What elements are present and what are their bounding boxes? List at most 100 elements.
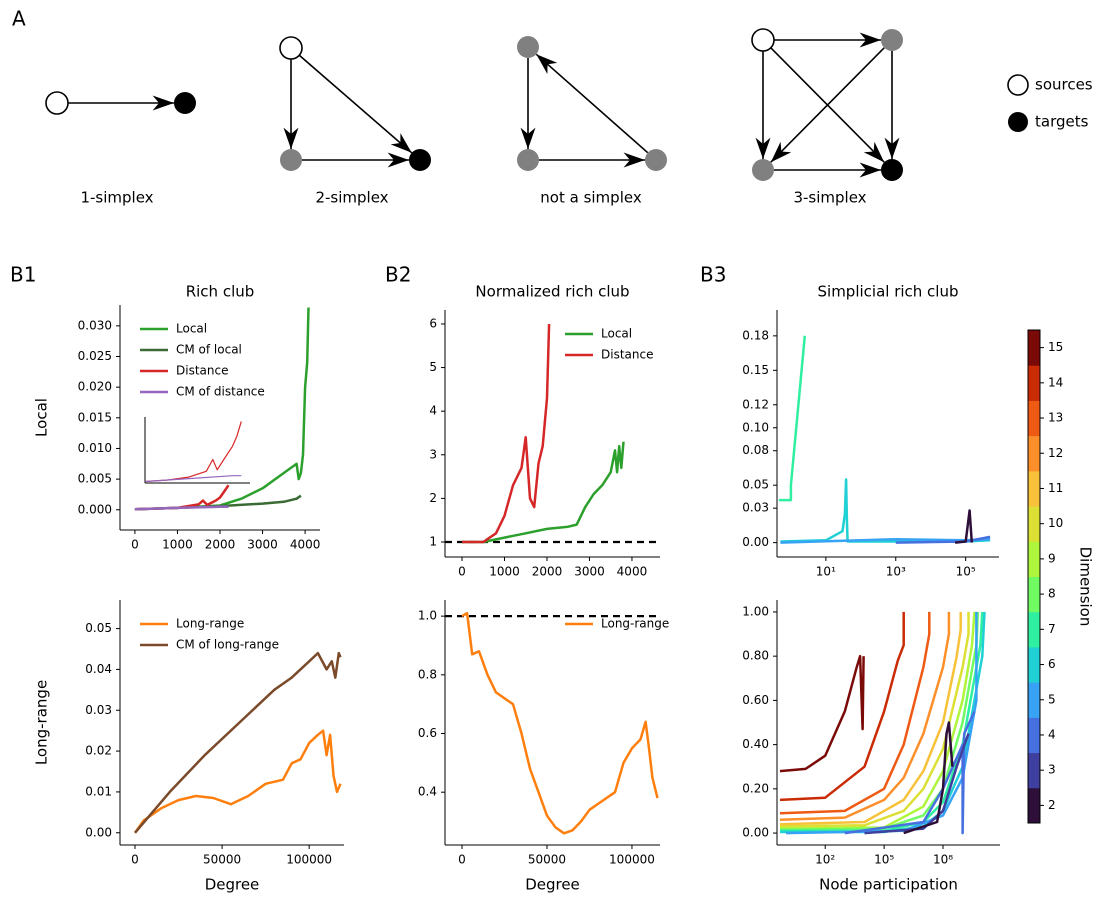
chart-title: Simplicial rich club <box>818 283 959 301</box>
legend-label: CM of distance <box>176 385 265 399</box>
colorbar-tick-label: 13 <box>1048 411 1063 425</box>
chart-title: Normalized rich club <box>475 283 629 301</box>
x-tick-label: 10¹ <box>816 565 836 579</box>
y-tick-label: 3 <box>429 447 437 461</box>
y-tick-label: 0.015 <box>78 410 112 424</box>
data-line <box>133 729 342 834</box>
y-tick-label: 0.030 <box>78 318 112 332</box>
data-line <box>778 335 807 502</box>
x-tick-label: 10⁵ <box>874 853 894 867</box>
x-axis-label: Degree <box>525 876 580 894</box>
colorbar-tick-label: 12 <box>1048 446 1063 460</box>
data-line <box>779 654 865 773</box>
data-line <box>462 441 625 544</box>
colorbar-segment <box>1028 611 1040 648</box>
colorbar-segment <box>1028 682 1040 718</box>
y-tick-label: 0.10 <box>742 420 769 434</box>
y-tick-label: 1.0 <box>418 609 437 623</box>
y-tick-label: 0.20 <box>742 781 769 795</box>
legend-label: sources <box>1035 76 1093 94</box>
data-line <box>144 421 242 483</box>
colorbar-tick-label: 9 <box>1048 551 1056 565</box>
node <box>752 159 774 181</box>
x-tick-label: 10³ <box>886 565 906 579</box>
x-tick-label: 100000 <box>609 853 655 867</box>
edge <box>770 47 885 163</box>
y-tick-label: 0.04 <box>85 662 112 676</box>
data-line <box>779 611 931 815</box>
x-tick-label: 3000 <box>574 565 605 579</box>
legend-label: Long-range <box>176 617 244 631</box>
y-tick-label: 0.40 <box>742 737 769 751</box>
legend-label: CM of local <box>176 343 242 357</box>
data-line <box>779 611 970 828</box>
colorbar-segment <box>1028 752 1040 789</box>
y-tick-label: 0.18 <box>742 328 769 342</box>
y-tick-label: 0.005 <box>78 472 112 486</box>
diagram-label: 3-simplex <box>793 189 866 207</box>
colorbar-frame <box>1027 329 1041 824</box>
y-tick-label: 0.03 <box>742 501 769 515</box>
y-tick-label: 0.8 <box>418 667 437 681</box>
data-line <box>779 611 905 802</box>
colorbar-tick-label: 14 <box>1048 375 1063 389</box>
colorbar-segment <box>1028 576 1040 613</box>
x-tick-label: 2000 <box>532 565 563 579</box>
y-tick-label: 5 <box>429 360 437 374</box>
colorbar-segment <box>1028 787 1040 824</box>
y-axis-label: Long-range <box>33 680 51 765</box>
source-node <box>279 36 303 60</box>
colorbar-label: Dimension <box>1077 547 1095 627</box>
legend-label: Local <box>601 327 632 341</box>
node <box>881 29 903 51</box>
x-tick-label: 2000 <box>205 538 236 552</box>
colorbar-segment <box>1028 330 1040 366</box>
legend-label: Local <box>176 322 207 336</box>
y-tick-label: 0.05 <box>742 478 769 492</box>
colorbar-tick-label: 5 <box>1048 692 1056 706</box>
colorbar-segment <box>1028 365 1040 401</box>
y-tick-label: 1.00 <box>742 604 769 618</box>
y-tick-label: 0.010 <box>78 441 112 455</box>
x-tick-label: 1000 <box>489 565 520 579</box>
x-tick-label: 0 <box>458 853 466 867</box>
data-line <box>780 478 991 543</box>
x-tick-label: 4000 <box>290 538 321 552</box>
x-tick-label: 50000 <box>528 853 566 867</box>
y-tick-label: 0.12 <box>742 397 769 411</box>
colorbar-tick-label: 6 <box>1048 657 1056 671</box>
legend-label: Distance <box>601 348 653 362</box>
target-node <box>881 159 903 181</box>
y-tick-label: 0.00 <box>85 825 112 839</box>
y-tick-label: 6 <box>429 316 437 330</box>
x-tick-label: 10² <box>815 853 835 867</box>
x-tick-label: 1000 <box>162 538 193 552</box>
colorbar-tick-label: 11 <box>1048 481 1063 495</box>
y-tick-label: 0.01 <box>85 784 112 798</box>
y-tick-label: 0.03 <box>85 703 112 717</box>
data-line <box>779 611 951 822</box>
chart-title: Rich club <box>186 283 255 301</box>
node <box>280 149 302 171</box>
y-tick-label: 0.025 <box>78 349 112 363</box>
data-line <box>144 475 242 483</box>
data-line <box>903 721 954 835</box>
edge <box>298 54 413 154</box>
colorbar-tick-label: 10 <box>1048 516 1063 530</box>
source-node <box>45 91 69 115</box>
y-tick-label: 4 <box>429 404 437 418</box>
data-line <box>134 651 342 834</box>
panel-label: B3 <box>700 263 726 287</box>
diagram-label: not a simplex <box>540 189 642 207</box>
panel-label: A <box>12 7 26 31</box>
diagram-label: 1-simplex <box>80 189 153 207</box>
x-tick-label: 0 <box>458 565 466 579</box>
legend-label: CM of long-range <box>176 638 279 652</box>
y-tick-label: 0.00 <box>742 826 769 840</box>
x-tick-label: 0 <box>131 538 139 552</box>
legend-marker <box>1008 112 1028 132</box>
data-line <box>954 509 974 544</box>
x-tick-label: 3000 <box>247 538 278 552</box>
colorbar-tick-label: 15 <box>1048 340 1063 354</box>
y-tick-label: 0.6 <box>418 726 437 740</box>
